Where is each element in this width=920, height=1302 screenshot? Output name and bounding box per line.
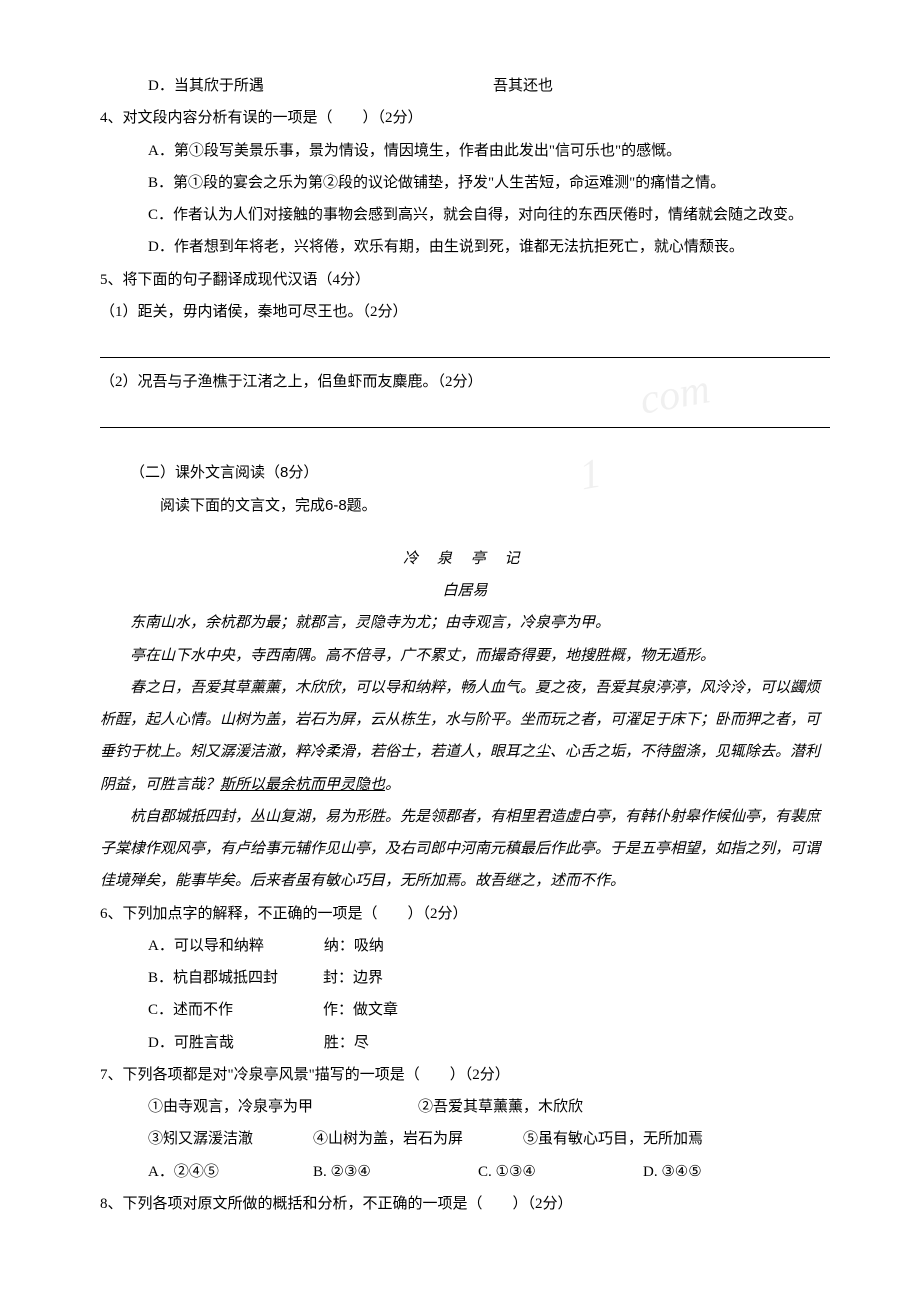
- q7-item-1: ①由寺观言，冷泉亭为甲: [148, 1091, 418, 1123]
- q4-option-b: B．第①段的宴会之乐为第②段的议论做铺垫，抒发"人生苦短，命运难测"的痛惜之情。: [100, 167, 830, 199]
- section-2-head-text: （二）课外文言阅读（8分）: [130, 464, 318, 481]
- passage-p3-a: 春之日，吾爱其草薰薰，木欣欣，可以导和: [130, 680, 415, 696]
- passage-p3-na: 纳: [415, 680, 430, 696]
- option-d-left: D．当其欣于所遇: [148, 70, 493, 102]
- q7-option-b: B. ②③④: [313, 1156, 478, 1188]
- q8-stem: 8、下列各项对原文所做的概括和分析，不正确的一项是（ ）（2分）: [100, 1188, 830, 1220]
- passage-p1: 东南山水，余杭郡为最；就郡言，灵隐寺为尤；由寺观言，冷泉亭为甲。: [100, 607, 830, 639]
- q7-item-5: ⑤虽有敏心巧目，无所加焉: [523, 1123, 703, 1155]
- q6-option-c: C．述而不作 作：做文章: [100, 994, 830, 1026]
- passage-p4-zuo: 作: [595, 873, 610, 889]
- q4-option-a: A．第①段写美景乐事，景为情设，情因境生，作者由此发出"信可乐也"的感慨。: [100, 135, 830, 167]
- q6-option-b: B．杭自郡城抵四封 封：边界: [100, 962, 830, 994]
- section-2-instruction: 阅读下面的文言文，完成6-8题。: [100, 490, 830, 522]
- q5-stem: 5、将下面的句子翻译成现代汉语（4分）: [100, 264, 830, 296]
- q5-answer-line-1[interactable]: [100, 330, 830, 358]
- q7-item-4: ④山树为盖，岩石为屏: [313, 1123, 523, 1155]
- q7-items-row-1: ①由寺观言，冷泉亭为甲 ②吾爱其草薰薰，木欣欣: [100, 1091, 830, 1123]
- passage-p3-underline: 斯所以最余杭而甲灵隐也: [220, 777, 385, 793]
- passage-p3-c: 。: [385, 777, 400, 793]
- q4-stem: 4、对文段内容分析有误的一项是（ ）（2分）: [100, 102, 830, 134]
- passage-p3: 春之日，吾爱其草薰薰，木欣欣，可以导和纳粹，畅人血气。夏之夜，吾爱其泉渟渟，风泠…: [100, 672, 830, 801]
- passage-p3-sheng: 胜: [160, 777, 175, 793]
- passage-p4-a: 杭自郡城抵四: [130, 809, 220, 825]
- passage-p3-b: 言哉？: [175, 777, 220, 793]
- q7-stem: 7、下列各项都是对"冷泉亭风景"描写的一项是（ ）（2分）: [100, 1059, 830, 1091]
- q6-option-d: D．可胜言哉 胜：尽: [100, 1027, 830, 1059]
- passage-author: 白居易: [100, 575, 830, 607]
- q7-item-3: ③矧又潺湲洁澈: [148, 1123, 313, 1155]
- prev-question-option-d-row: D．当其欣于所遇 吾其还也: [100, 70, 830, 102]
- q4-option-c: C．作者认为人们对接触的事物会感到高兴，就会自得，对向往的东西厌倦时，情绪就会随…: [100, 199, 830, 231]
- q5-sub2: （2）况吾与子渔樵于江渚之上，侣鱼虾而友麋鹿。（2分）: [100, 366, 830, 398]
- passage-p4-c: 。: [610, 873, 625, 889]
- passage-title: 冷 泉 亭 记: [100, 543, 830, 575]
- q5-sub1: （1）距关，毋内诸侯，秦地可尽王也。（2分）: [100, 296, 830, 328]
- q4-option-d: D．作者想到年将老，兴将倦，欢乐有期，由生说到死，谁都无法抗拒死亡，就心情颓丧。: [100, 231, 830, 263]
- option-d-right: 吾其还也: [493, 70, 553, 102]
- passage-p4-feng: 封: [220, 809, 235, 825]
- q6-stem: 6、下列加点字的解释，不正确的一项是（ ）（2分）: [100, 898, 830, 930]
- q7-items-row-2: ③矧又潺湲洁澈 ④山树为盖，岩石为屏 ⑤虽有敏心巧目，无所加焉: [100, 1123, 830, 1155]
- q5-answer-line-2[interactable]: [100, 400, 830, 428]
- q7-options-row: A．②④⑤ B. ②③④ C. ①③④ D. ③④⑤: [100, 1156, 830, 1188]
- q7-option-d: D. ③④⑤: [643, 1156, 702, 1188]
- q6-option-a: A．可以导和纳粹 纳：吸纳: [100, 930, 830, 962]
- q7-option-c: C. ①③④: [478, 1156, 643, 1188]
- passage-p2: 亭在山下水中央，寺西南隅。高不倍寻，广不累丈，而撮奇得要，地搜胜概，物无遁形。: [100, 640, 830, 672]
- section-2-head: （二）课外文言阅读（8分）: [100, 457, 830, 489]
- q7-item-2: ②吾爱其草薰薰，木欣欣: [418, 1091, 583, 1123]
- q7-option-a: A．②④⑤: [148, 1156, 313, 1188]
- passage-p4: 杭自郡城抵四封，丛山复湖，易为形胜。先是领郡者，有相里君造虚白亭，有韩仆射皋作候…: [100, 801, 830, 898]
